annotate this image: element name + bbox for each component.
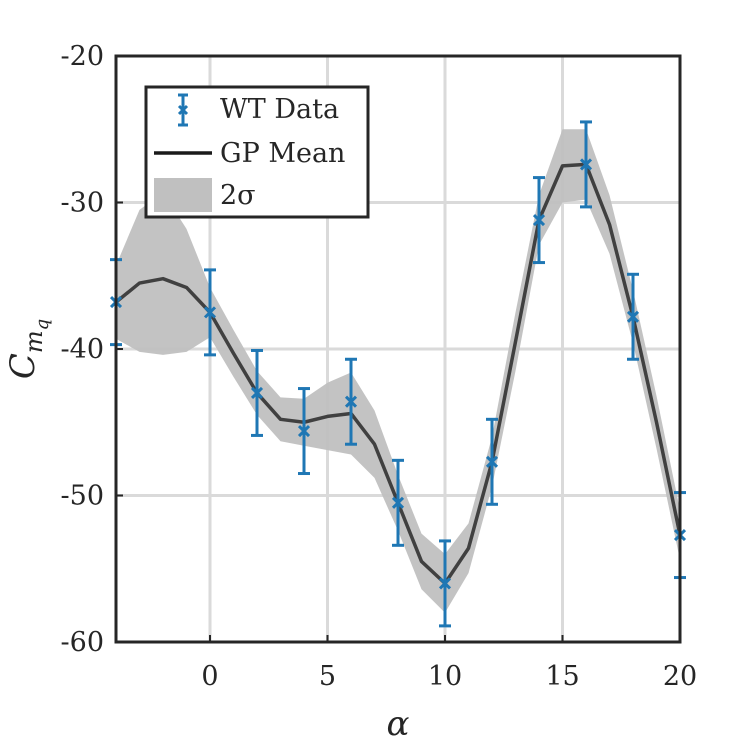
- y-tick-label: -40: [61, 334, 104, 365]
- y-axis-label-subsubscript: q: [32, 319, 53, 331]
- wt-data-point: [438, 539, 452, 628]
- svg-text:Cmq: Cmq: [3, 319, 53, 379]
- legend-label: 2σ: [220, 180, 256, 211]
- x-axis-label: α: [387, 704, 410, 744]
- x-tick-label: 5: [319, 661, 336, 692]
- wt-data-point: [579, 120, 593, 209]
- legend-band-swatch: [154, 178, 212, 212]
- x-tick-label: 0: [201, 661, 218, 692]
- y-axis-label-main: C: [3, 353, 43, 379]
- legend-label: GP Mean: [220, 138, 345, 169]
- y-axis-label: Cmq: [3, 319, 53, 379]
- y-tick-label: -50: [61, 481, 104, 512]
- x-tick-label: 20: [663, 661, 697, 692]
- legend-item: 2σ: [154, 178, 256, 212]
- wt-data-point: [344, 357, 358, 446]
- wt-data-point: [203, 268, 217, 357]
- tick-label-layer: 0 5 10 15 20 -20 -30 -40 -50 -60: [61, 41, 698, 692]
- x-tick-label: 10: [428, 661, 462, 692]
- errorbar-layer: [109, 120, 687, 628]
- wt-data-point: [626, 272, 640, 361]
- wt-data-point: [391, 458, 405, 547]
- y-axis-label-subscript: m: [20, 330, 48, 353]
- legend-item: GP Mean: [154, 138, 345, 169]
- legend: WT Data GP Mean 2σ: [144, 85, 370, 219]
- y-tick-label: -20: [61, 41, 104, 72]
- wt-data-point: [250, 348, 264, 437]
- x-tick-label: 15: [545, 661, 579, 692]
- wt-data-point: [297, 387, 311, 476]
- y-tick-label: -60: [61, 627, 104, 658]
- wt-data-point: [485, 417, 499, 506]
- legend-label: WT Data: [220, 94, 339, 125]
- legend-item: WT Data: [177, 93, 339, 127]
- y-tick-label: -30: [61, 188, 104, 219]
- wt-data-point: [532, 176, 546, 265]
